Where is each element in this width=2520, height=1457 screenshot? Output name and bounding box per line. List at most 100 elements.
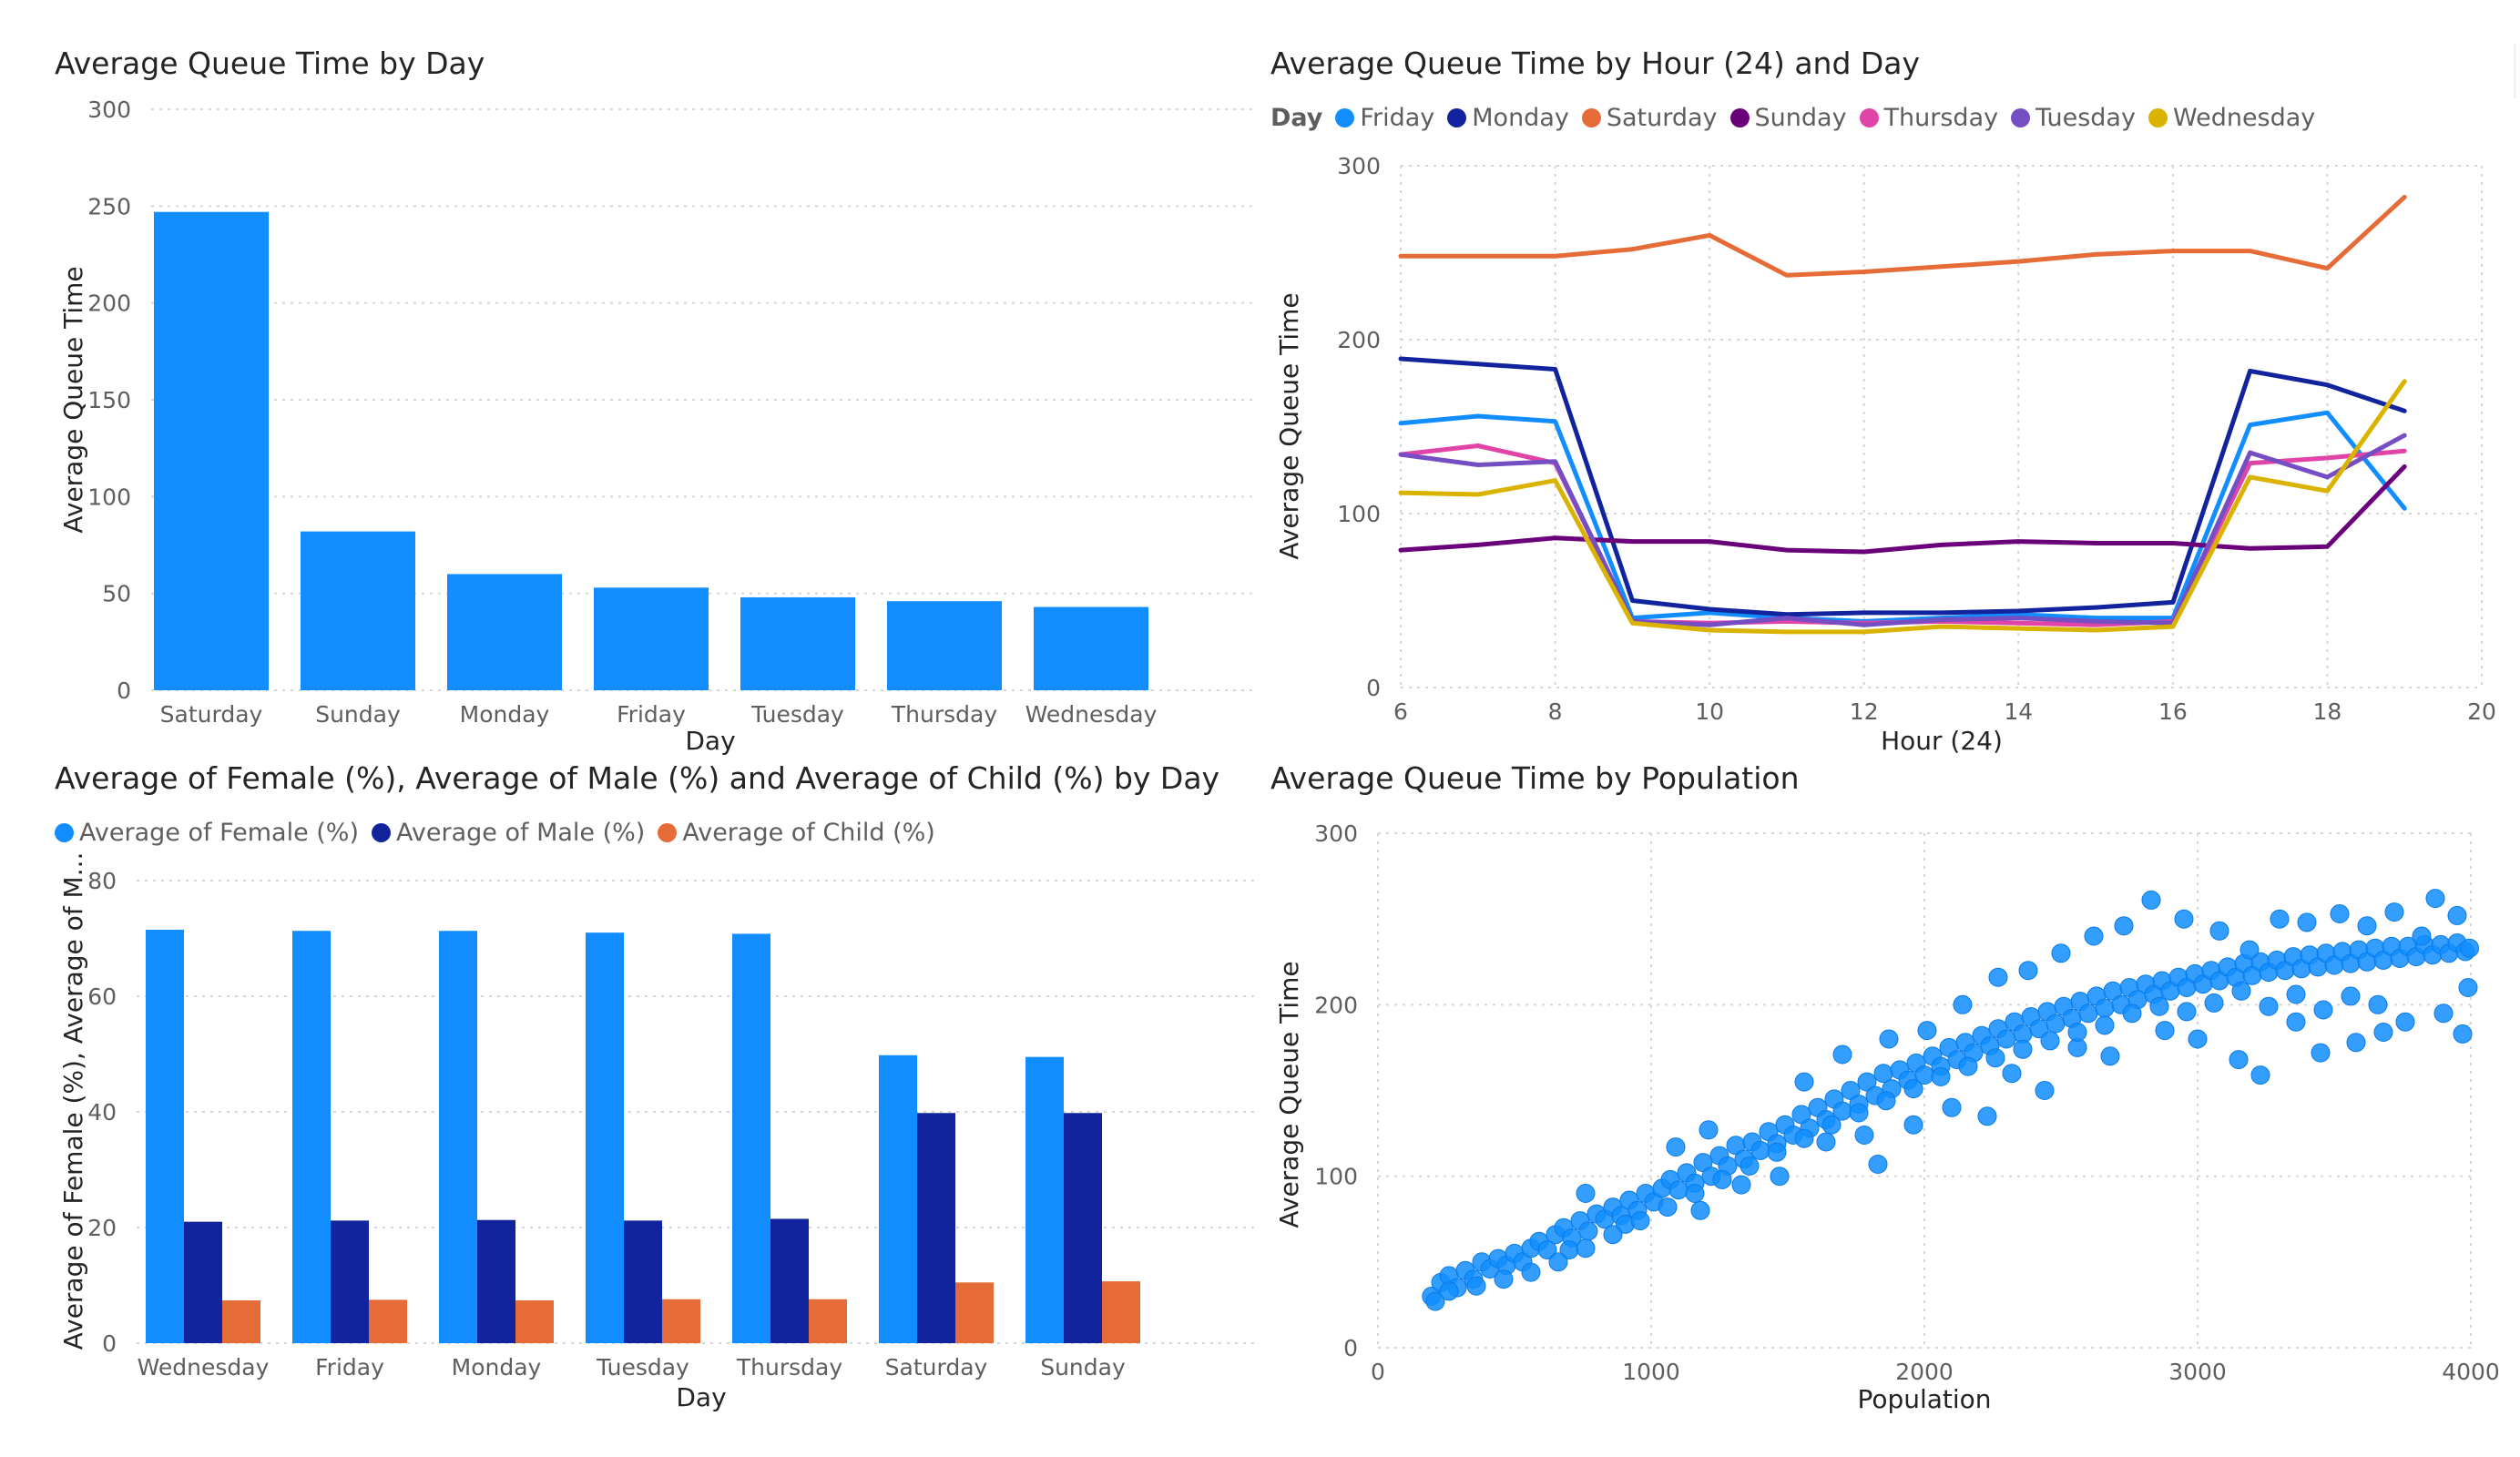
y-axis-title: Average Queue Time: [1274, 292, 1304, 559]
y-tick-label: 250: [87, 193, 131, 219]
bar: [770, 1218, 809, 1343]
scatter-point: [1942, 1097, 1962, 1117]
bar: [447, 574, 562, 690]
scatter-point: [1731, 1175, 1751, 1195]
bar: [184, 1221, 222, 1343]
bar: [369, 1299, 407, 1343]
y-tick-label: 0: [117, 678, 131, 704]
chart-panel-queue-by-population: Average Queue Time by Population 0 1000 20…: [1270, 760, 2509, 1452]
x-tick-label: Thursday: [736, 1354, 842, 1381]
bar: [1025, 1056, 1064, 1343]
series-line: [1398, 433, 2407, 627]
x-axis-title: Day: [676, 1382, 726, 1412]
scatter-point: [1832, 1044, 1852, 1065]
scatter-point: [1521, 1262, 1541, 1282]
legend-marker: [2148, 108, 2168, 127]
bar: [301, 531, 415, 690]
scatter-point: [1794, 1128, 1814, 1148]
legend-marker: [1581, 108, 1601, 127]
scatter-point: [2018, 961, 2038, 981]
scatter-point: [2100, 1046, 2120, 1066]
scatter-point: [2453, 1024, 2473, 1044]
scatter-point: [2447, 905, 2467, 925]
scatter-point: [2051, 943, 2071, 963]
legend-item[interactable]: Monday: [1447, 104, 1569, 132]
x-tick-label: Monday: [460, 701, 550, 728]
x-tick-label: 4000: [2442, 1359, 2500, 1385]
y-tick-label: 200: [87, 290, 131, 317]
bar: [732, 933, 770, 1343]
scatter-point: [2341, 986, 2361, 1006]
bar: [955, 1282, 994, 1343]
x-tick-label: 0: [1371, 1359, 1385, 1385]
legend-label: Average of Male (%): [396, 819, 646, 847]
scatter-point: [1537, 1240, 1557, 1260]
series-line: [1398, 356, 2407, 617]
scatter-point: [2229, 1050, 2249, 1070]
scatter-point: [1794, 1072, 1814, 1092]
legend-marker: [1729, 108, 1750, 127]
bar: [477, 1219, 515, 1343]
legend-item[interactable]: Average of Female (%): [55, 819, 359, 847]
scatter-point: [2384, 902, 2404, 922]
legend-item[interactable]: Thursday: [1859, 104, 1999, 132]
bar: [146, 929, 184, 1343]
scatter-point: [2095, 998, 2115, 1018]
x-tick-label: 3000: [2168, 1359, 2227, 1385]
legend-item[interactable]: Wednesday: [2148, 104, 2315, 132]
legend-label: Thursday: [1883, 104, 1999, 132]
bar: [1034, 606, 1148, 690]
scatter-point: [1712, 1169, 1732, 1189]
scatter-point: [1466, 1276, 1486, 1296]
scatter-point: [2040, 1031, 2060, 1051]
scatter-point: [2250, 1065, 2270, 1085]
bar: [624, 1220, 662, 1343]
legend-item[interactable]: Average of Male (%): [372, 819, 645, 847]
scatter-point: [1816, 1132, 1836, 1152]
y-tick-label: 100: [1314, 1164, 1358, 1190]
y-tick-label: 200: [1337, 327, 1381, 353]
scatter-point: [1953, 994, 1973, 1014]
scatter-point: [2046, 1014, 2066, 1034]
x-tick-label: Tuesday: [750, 701, 844, 728]
x-tick-label: Monday: [452, 1354, 542, 1381]
legend-marker: [658, 823, 678, 842]
legend-label: Monday: [1472, 104, 1569, 132]
scatter-point: [2095, 1015, 2115, 1035]
x-tick-label: 20: [2467, 698, 2496, 725]
y-tick-label: 50: [102, 581, 131, 607]
x-tick-label: Tuesday: [596, 1354, 689, 1381]
legend-item[interactable]: Saturday: [1581, 104, 1718, 132]
legend-item[interactable]: Sunday: [1729, 104, 1847, 132]
scatter-point: [2177, 1002, 2197, 1022]
x-tick-label: Saturday: [885, 1354, 988, 1381]
bar: [292, 931, 331, 1343]
scatter-point: [2357, 916, 2377, 936]
legend-label: Tuesday: [2035, 104, 2136, 132]
scatter-point: [1740, 1156, 1760, 1176]
bar: [740, 596, 855, 690]
grouped-bar-chart-gender-by-day: 0 20 40 60 80 Wednesday Friday Monday Tuesday Thu…: [58, 852, 1257, 1412]
scatter-point: [1548, 1252, 1568, 1272]
scatter-point: [2330, 904, 2350, 923]
scatter-point: [1876, 1091, 1896, 1111]
chart-panel-gender-by-day: Average of Female (%), Average of Male (…: [55, 760, 1266, 1452]
scatter-point: [1578, 1221, 1598, 1241]
bar: [879, 1055, 917, 1343]
bar: [809, 1299, 847, 1343]
chart-title: Average of Female (%), Average of Male (…: [55, 760, 1220, 796]
scatter-point: [1770, 1167, 1790, 1187]
legend-item[interactable]: Average of Child (%): [658, 819, 935, 847]
scatter-point: [2270, 909, 2290, 929]
x-tick-label: Sunday: [315, 701, 401, 728]
scatter-point: [1868, 1155, 1888, 1174]
x-tick-label: 6: [1393, 698, 1408, 725]
legend-item[interactable]: Tuesday: [2011, 104, 2136, 132]
legend-label: Wednesday: [2172, 104, 2316, 132]
legend-marker: [1447, 108, 1467, 127]
scatter-point: [2149, 996, 2169, 1016]
legend-item[interactable]: Friday: [1335, 104, 1434, 132]
scatter-point: [1494, 1269, 1514, 1289]
legend-marker: [1335, 108, 1355, 127]
scatter-point: [2346, 1033, 2366, 1053]
